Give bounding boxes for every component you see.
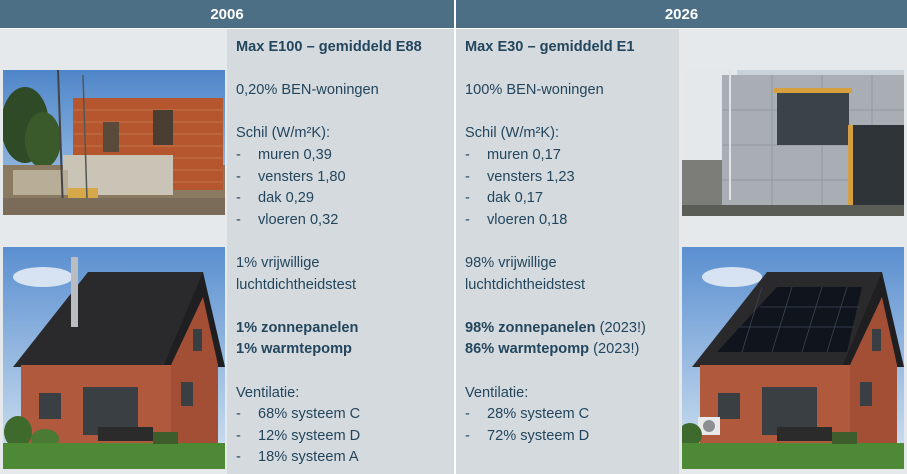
schil-value: 0,18 (538, 211, 568, 228)
schil-name: vensters (487, 168, 543, 185)
ventilatie-item-2006: -12% systeem D (236, 426, 454, 448)
bullet: - (236, 406, 241, 423)
test-line1-2026: 98% vrijwillige (465, 254, 557, 271)
warmtepomp-2026: 86% warmtepomp (2023!) (465, 339, 679, 361)
schil-value: 0,32 (309, 211, 339, 228)
warmtepomp-text: 86% warmtepomp (465, 341, 590, 358)
schil-name: dak (258, 190, 282, 207)
zonnepanelen-text: 98% zonnepanelen (465, 319, 596, 336)
schil-name: vloeren (258, 211, 306, 228)
bullet: - (465, 211, 470, 228)
ventilatie-text: 12% systeem D (258, 427, 361, 444)
ventilatie-item-2026: -28% systeem C (465, 404, 679, 426)
header-2006-label: 2006 (210, 5, 244, 23)
schil-name: muren (258, 146, 300, 163)
zonnepanelen-2026: 98% zonnepanelen (2023!) (465, 318, 679, 340)
schil-value: 0,29 (285, 190, 314, 207)
header-2026-label: 2026 (664, 5, 699, 23)
house-2006-photo (3, 247, 225, 469)
ben-2026: 100% BEN-woningen (465, 82, 604, 99)
schil-value: 1,80 (317, 168, 346, 185)
ventilatie-text: 28% systeem C (487, 406, 590, 423)
schil-value: 0,17 (532, 146, 561, 163)
bullet: - (465, 427, 470, 444)
schil-item-vloeren-2026: - vloeren 0,18 (465, 210, 679, 232)
ventilatie-item-2006: -68% systeem C (236, 404, 454, 426)
bullet: - (236, 427, 241, 444)
column-2026: Max E30 – gemiddeld E1 100% BEN-woningen… (456, 29, 679, 474)
schil-item-dak-2006: - dak 0,29 (236, 188, 454, 210)
test-line2-2026: luchtdichtheidstest (465, 276, 586, 293)
ventilatie-text: 68% systeem C (258, 406, 361, 423)
schil-name: muren (487, 146, 529, 163)
ventilatie-item-2006: -18% systeem A (236, 447, 454, 469)
test-line2-2006: luchtdichtheidstest (236, 276, 357, 293)
house-2026-photo (682, 247, 904, 469)
zonnepanelen-note: (2023!) (599, 319, 646, 336)
bullet: - (236, 190, 241, 207)
bullet: - (465, 146, 470, 163)
schil-item-vloeren-2006: - vloeren 0,32 (236, 210, 454, 232)
schil-name: vensters (258, 168, 314, 185)
title-2006: Max E100 – gemiddeld E88 (236, 39, 422, 55)
ventilatie-text: 18% systeem A (258, 449, 359, 466)
bullet: - (465, 168, 470, 185)
schil-value: 0,39 (303, 146, 332, 163)
schil-item-vensters-2006: - vensters 1,80 (236, 167, 454, 189)
bullet: - (236, 449, 241, 466)
schil-value: 1,23 (546, 168, 575, 185)
ben-2006: 0,20% BEN-woningen (236, 82, 379, 99)
schil-label-2026: Schil (W/m²K): (465, 125, 560, 142)
ventilatie-label-2026: Ventilatie: (465, 384, 529, 401)
warmtepomp-2006: 1% warmtepomp (236, 341, 352, 358)
bullet: - (236, 211, 241, 228)
bullet: - (465, 190, 470, 207)
schil-item-vensters-2026: - vensters 1,23 (465, 167, 679, 189)
construction-2026-photo (682, 70, 904, 216)
schil-item-muren-2026: - muren 0,17 (465, 145, 679, 167)
test-line1-2006: 1% vrijwillige (236, 254, 320, 271)
ventilatie-item-2026: -72% systeem D (465, 426, 679, 448)
zonnepanelen-2006: 1% zonnepanelen (236, 319, 359, 336)
bullet: - (236, 146, 241, 163)
warmtepomp-note: (2023!) (593, 341, 640, 358)
ventilatie-label-2006: Ventilatie: (236, 384, 300, 401)
bullet: - (465, 406, 470, 423)
schil-label-2006: Schil (W/m²K): (236, 125, 331, 142)
column-divider (454, 0, 456, 474)
ventilatie-text: 72% systeem D (487, 427, 590, 444)
schil-item-muren-2006: - muren 0,39 (236, 145, 454, 167)
schil-name: dak (487, 190, 511, 207)
bullet: - (236, 168, 241, 185)
title-2026: Max E30 – gemiddeld E1 (465, 39, 635, 55)
construction-2006-photo (3, 70, 225, 215)
header-2006: 2006 (0, 0, 454, 28)
schil-item-dak-2026: - dak 0,17 (465, 188, 679, 210)
column-2006: Max E100 – gemiddeld E88 0,20% BEN-wonin… (227, 29, 454, 474)
schil-value: 0,17 (514, 190, 543, 207)
header-2026: 2026 (456, 0, 907, 28)
schil-name: vloeren (487, 211, 535, 228)
